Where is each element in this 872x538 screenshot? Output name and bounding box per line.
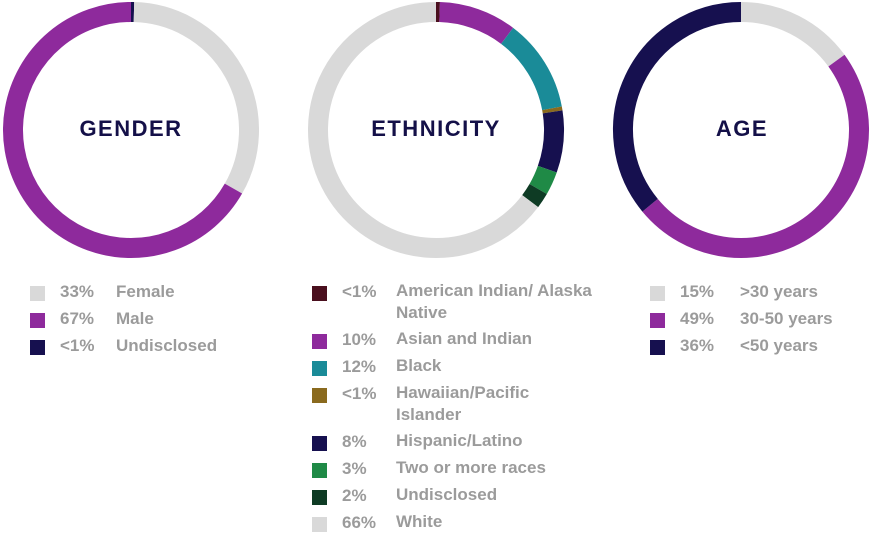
ethnicity-legend-label: Undisclosed xyxy=(396,484,596,506)
ethnicity-legend-item: <1%American Indian/ Alaska Native xyxy=(312,280,582,328)
age-legend-swatch xyxy=(650,286,665,301)
ethnicity-legend-item: 3%Two or more races xyxy=(312,457,582,484)
age-legend-percent: 36% xyxy=(680,334,714,358)
gender-donut: GENDER xyxy=(0,0,272,262)
ethnicity-legend-percent: 3% xyxy=(342,457,367,481)
ethnicity-legend-item: 12%Black xyxy=(312,355,582,382)
gender-legend-percent: 33% xyxy=(60,280,94,304)
ethnicity-slice-asian-and-indian xyxy=(440,12,507,36)
ethnicity-legend-swatch xyxy=(312,517,327,532)
age-legend: 15% >30 years 49% 30-50 years 36% <50 years xyxy=(650,280,872,361)
ethnicity-legend-label: Hawaiian/Pacific Islander xyxy=(396,382,596,426)
age-legend-item: 49% 30-50 years xyxy=(650,307,872,334)
gender-legend-label: Female xyxy=(116,280,175,304)
ethnicity-slice-hawaiian-pacific-islander xyxy=(552,108,553,112)
age-slice-50-years xyxy=(623,12,741,205)
ethnicity-legend-swatch xyxy=(312,286,327,301)
gender-legend-percent: 67% xyxy=(60,307,94,331)
age-title: AGE xyxy=(716,116,768,141)
ethnicity-slice-two-or-more-races xyxy=(538,169,547,189)
gender-slice-female xyxy=(134,12,249,189)
gender-legend-item: 33% Female xyxy=(30,280,300,307)
age-legend-item: 15% >30 years xyxy=(650,280,872,307)
gender-legend-item: 67% Male xyxy=(30,307,300,334)
gender-legend-item: <1% Undisclosed xyxy=(30,334,300,361)
ethnicity-slice-hispanic-latino xyxy=(547,112,554,169)
ethnicity-legend-item: 2%Undisclosed xyxy=(312,484,582,511)
gender-legend: 33% Female 67% Male <1% Undisclosed xyxy=(30,280,300,361)
age-legend-label: 30-50 years xyxy=(740,307,833,331)
age-legend-item: 36% <50 years xyxy=(650,334,872,361)
ethnicity-legend-percent: 2% xyxy=(342,484,367,508)
age-legend-swatch xyxy=(650,340,665,355)
gender-legend-swatch xyxy=(30,286,45,301)
ethnicity-legend-swatch xyxy=(312,388,327,403)
ethnicity-legend-percent: 12% xyxy=(342,355,376,379)
ethnicity-legend-swatch xyxy=(312,463,327,478)
age-legend-label: >30 years xyxy=(740,280,818,304)
ethnicity-legend-label: Black xyxy=(396,355,596,377)
age-donut: AGE xyxy=(608,0,872,262)
gender-title: GENDER xyxy=(79,116,182,141)
ethnicity-legend-item: 8%Hispanic/Latino xyxy=(312,430,582,457)
age-slice-30-50-years xyxy=(650,61,859,248)
ethnicity-legend-percent: 66% xyxy=(342,511,376,535)
age-legend-percent: 49% xyxy=(680,307,714,331)
ethnicity-legend-label: Asian and Indian xyxy=(396,328,596,350)
ethnicity-title: ETHNICITY xyxy=(371,116,501,141)
ethnicity-legend-swatch xyxy=(312,334,327,349)
age-slice-30-years xyxy=(741,12,836,61)
gender-legend-label: Male xyxy=(116,307,154,331)
age-legend-swatch xyxy=(650,313,665,328)
age-legend-label: <50 years xyxy=(740,334,818,358)
gender-legend-label: Undisclosed xyxy=(116,334,217,358)
ethnicity-legend-item: <1%Hawaiian/Pacific Islander xyxy=(312,382,582,430)
ethnicity-legend-swatch xyxy=(312,490,327,505)
ethnicity-donut: ETHNICITY xyxy=(302,0,574,262)
ethnicity-legend-label: Two or more races xyxy=(396,457,596,479)
ethnicity-legend-percent: 10% xyxy=(342,328,376,352)
ethnicity-slice-undisclosed xyxy=(530,189,538,201)
ethnicity-legend-swatch xyxy=(312,361,327,376)
ethnicity-legend-percent: <1% xyxy=(342,280,377,304)
ethnicity-legend-swatch xyxy=(312,436,327,451)
ethnicity-legend-item: 66%White xyxy=(312,511,582,538)
gender-legend-swatch xyxy=(30,340,45,355)
ethnicity-legend-percent: 8% xyxy=(342,430,367,454)
ethnicity-legend-label: Hispanic/Latino xyxy=(396,430,596,452)
ethnicity-legend-label: White xyxy=(396,511,596,533)
ethnicity-legend-percent: <1% xyxy=(342,382,377,406)
ethnicity-slice-black xyxy=(507,36,552,108)
age-legend-percent: 15% xyxy=(680,280,714,304)
ethnicity-legend-item: 10%Asian and Indian xyxy=(312,328,582,355)
ethnicity-legend-label: American Indian/ Alaska Native xyxy=(396,280,596,324)
gender-legend-percent: <1% xyxy=(60,334,95,358)
gender-legend-swatch xyxy=(30,313,45,328)
